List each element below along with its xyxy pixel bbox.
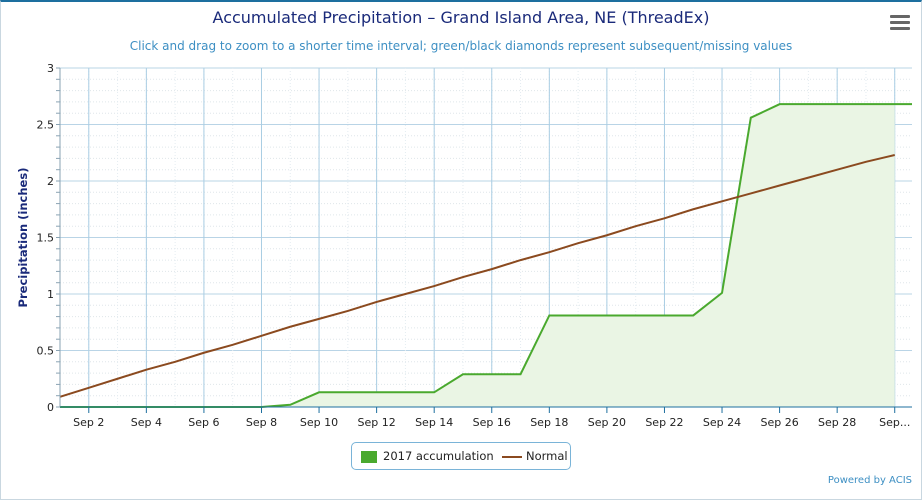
x-tick-label: Sep 6 — [188, 416, 219, 429]
x-tick-label: Sep 20 — [588, 416, 626, 429]
chart-title: Accumulated Precipitation – Grand Island… — [212, 8, 710, 27]
legend-swatch-normal — [502, 456, 522, 458]
y-tick-label: 1.5 — [37, 232, 55, 245]
hamburger-menu-icon[interactable] — [890, 15, 910, 33]
legend-item-accumulation[interactable]: 2017 accumulation — [383, 449, 494, 463]
y-tick-label: 2 — [47, 175, 54, 188]
normal-line — [59, 154, 895, 398]
y-axis-title: Precipitation (inches) — [16, 168, 30, 308]
x-tick-label: Sep 24 — [703, 416, 741, 429]
y-tick-label: 3 — [47, 62, 54, 75]
y-tick-label: 0.5 — [37, 345, 55, 358]
y-tick-label: 0 — [47, 401, 54, 414]
y-tick-label: 2.5 — [37, 119, 55, 132]
x-tick-label: Sep 26 — [760, 416, 798, 429]
x-tick-label: Sep 8 — [246, 416, 277, 429]
x-tick-label: Sep 10 — [300, 416, 338, 429]
x-tick-label: Sep 4 — [131, 416, 162, 429]
chart-subtitle: Click and drag to zoom to a shorter time… — [129, 39, 793, 53]
x-tick-label: Sep 22 — [645, 416, 683, 429]
x-tick-label: Sep 18 — [530, 416, 568, 429]
x-tick-label: Sep 12 — [358, 416, 396, 429]
x-tick-label: Sep 2 — [73, 416, 104, 429]
legend-item-normal[interactable]: Normal — [526, 449, 568, 463]
x-tick-label: Sep 28 — [818, 416, 856, 429]
powered-by-link[interactable]: Powered by ACIS — [827, 475, 912, 486]
x-tick-label: Sep 16 — [473, 416, 511, 429]
x-tick-label: Sep... — [879, 416, 910, 429]
accumulation-area — [60, 104, 912, 407]
chart-legend[interactable]: 2017 accumulation Normal — [351, 442, 571, 470]
legend-swatch-accumulation — [361, 451, 377, 463]
x-tick-label: Sep 14 — [415, 416, 453, 429]
y-tick-label: 1 — [47, 288, 54, 301]
